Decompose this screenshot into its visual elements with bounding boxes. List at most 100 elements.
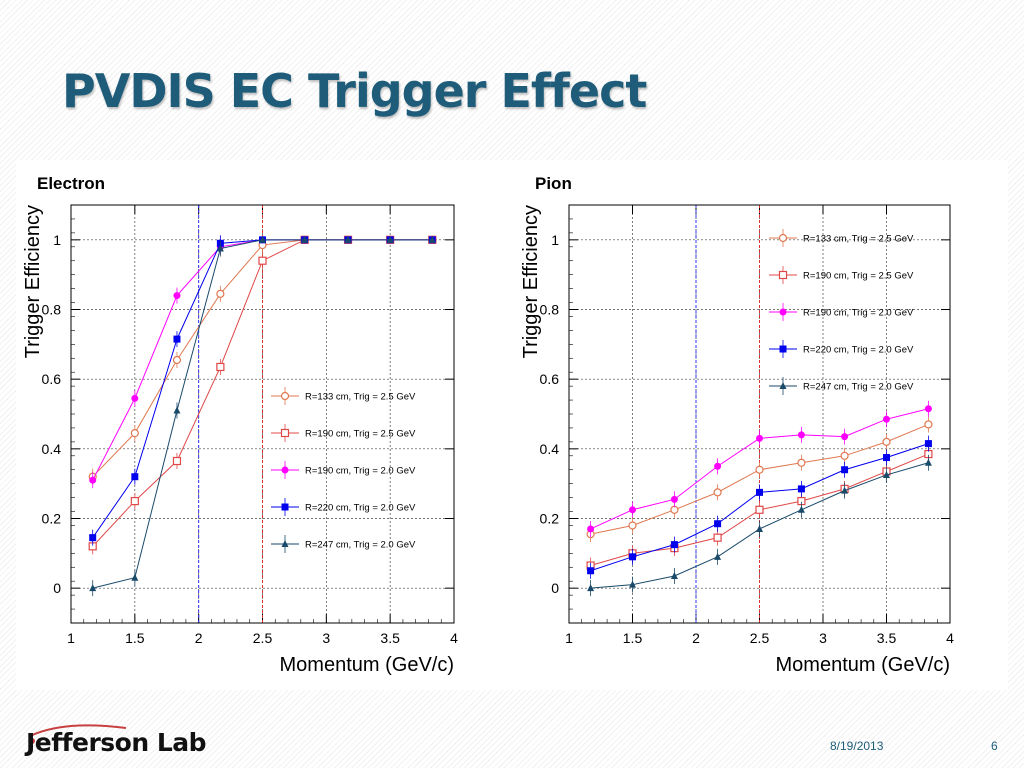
chart0-data-point	[172, 456, 182, 466]
chart0-ytick-label: 1	[53, 232, 61, 248]
chart0-data-point	[131, 573, 139, 581]
chart0-data-point	[172, 355, 182, 365]
chart1-data-point	[713, 488, 722, 497]
chart1-data-point	[755, 465, 764, 474]
chart0-ytick-label: 0.2	[42, 511, 62, 527]
chart1-data-point	[714, 552, 722, 560]
chart1-data-point	[756, 488, 763, 496]
chart1-xtick-label: 2.5	[750, 630, 770, 646]
chart0-data-point	[428, 235, 436, 243]
chart0-data-point	[131, 394, 139, 402]
chart0-title: Electron	[37, 174, 105, 193]
chart1-legend-label: R=220 cm, Trig = 2.0 GeV	[803, 345, 914, 356]
chart1-series-r-133-cm-trig-2-5-gev	[586, 416, 933, 543]
chart1-xtick-label: 3	[819, 630, 827, 646]
chart1-ytick-label: 0.4	[540, 441, 560, 457]
chart0-data-point	[89, 476, 97, 484]
chart1-xtick-label: 3.5	[877, 630, 897, 646]
chart1-legend-label: R=133 cm, Trig = 2.5 GeV	[803, 234, 914, 245]
chart0-xlabel: Momentum (GeV/c)	[280, 654, 454, 676]
jefferson-lab-logo: Jefferson Lab	[26, 728, 207, 757]
slide-title: PVDIS EC Trigger Effect	[62, 64, 647, 118]
chart0-xtick-label: 1	[67, 630, 75, 646]
chart0-data-point	[89, 534, 97, 542]
chart1-data-point	[841, 466, 849, 474]
chart1-xlabel: Momentum (GeV/c)	[776, 654, 950, 676]
chart0-data-point	[131, 473, 139, 481]
chart0-data-point	[173, 292, 181, 300]
chart1-data-point	[797, 505, 805, 513]
chart0-data-point	[173, 406, 181, 414]
chart0-legend-marker	[280, 428, 290, 438]
chart1-data-point	[924, 405, 932, 413]
chart1-data-point	[628, 521, 637, 530]
electron-chart: Electron 1 1.5 2 2.5 3 3.5 4 0 0.2 0.4 0.6 0.8 1 R=133…	[22, 174, 458, 676]
chart1-series-r-247-cm-trig-2-0-gev	[587, 454, 932, 597]
chart1-data-point	[756, 434, 763, 442]
chart1-data-point	[756, 524, 763, 532]
chart0-data-point	[258, 256, 267, 265]
chart1-xtick-label: 1.5	[623, 630, 643, 646]
chart1-ylabel: Trigger Efficiency	[520, 205, 542, 358]
chart1-data-point	[629, 580, 636, 588]
chart1-legend-label: R=190 cm, Trig = 2.5 GeV	[803, 271, 914, 282]
chart1-data-point	[587, 584, 595, 592]
chart1-data-point	[924, 440, 932, 448]
chart0-data-point	[173, 335, 181, 343]
chart1-legend-label: R=190 cm, Trig = 2.0 GeV	[803, 308, 914, 319]
chart1-series-r-220-cm-trig-2-0-gev	[587, 435, 932, 579]
chart1-legend-marker	[779, 382, 787, 389]
chart1-data-point	[841, 433, 849, 441]
chart1-legend-marker	[778, 270, 788, 280]
chart1-data-point	[587, 525, 595, 533]
chart0-data-point	[89, 584, 97, 592]
chart0-data-point	[216, 362, 225, 372]
slide-page-number: 6	[991, 739, 998, 753]
chart0-legend-label: R=133 cm, Trig = 2.5 GeV	[305, 392, 416, 403]
chart1-legend-label: R=247 cm, Trig = 2.0 GeV	[803, 382, 914, 393]
chart1-xtick-label: 1	[565, 630, 573, 646]
chart0-xtick-label: 1.5	[125, 630, 145, 646]
chart0-xtick-label: 3.5	[380, 630, 400, 646]
pion-plot: Pion 1 1.5 2 2.5 3 3.5 4 0 0.2 0.4 0.6 0.8 1 R=133 cm,…	[512, 160, 1008, 690]
chart1-legend: R=133 cm, Trig = 2.5 GeV R=190 cm, Trig =…	[769, 229, 914, 395]
chart1-data-point	[882, 437, 891, 446]
chart0-data-point	[344, 235, 352, 243]
chart0-data-point	[259, 235, 266, 243]
chart1-ytick-label: 0.2	[540, 511, 560, 527]
pion-chart: Pion 1 1.5 2 2.5 3 3.5 4 0 0.2 0.4 0.6 0.8 1 R=133 cm,…	[520, 174, 954, 676]
chart1-data-point	[587, 567, 595, 575]
chart0-ytick-label: 0	[53, 580, 61, 596]
chart0-legend-marker	[280, 391, 290, 401]
chart1-xtick-label: 4	[946, 630, 954, 646]
chart0-ylabel: Trigger Efficiency	[22, 205, 44, 358]
chart1-data-point	[629, 553, 636, 561]
chart1-legend-marker	[779, 308, 787, 316]
chart0-xtick-label: 2	[195, 630, 203, 646]
chart0-data-point	[301, 235, 309, 243]
chart0-legend-label: R=190 cm, Trig = 2.5 GeV	[305, 429, 416, 440]
chart0-data-point	[130, 496, 139, 506]
chart1-data-point	[797, 485, 805, 493]
chart0-xtick-label: 2.5	[253, 630, 273, 646]
chart1-data-point	[629, 506, 636, 514]
chart1-ytick-label: 0.6	[540, 371, 560, 387]
chart1-data-point	[670, 571, 678, 579]
chart1-ytick-label: 0.8	[540, 302, 560, 318]
chart1-data-point	[840, 451, 849, 460]
chart1-frame	[568, 204, 951, 624]
chart1-data-point	[670, 541, 678, 549]
chart1-xtick-label: 2	[692, 630, 700, 646]
chart1-data-point	[883, 470, 890, 478]
chart0-legend: R=133 cm, Trig = 2.5 GeV R=190 cm, Trig =…	[271, 387, 416, 553]
chart0-ytick-label: 0.4	[42, 441, 62, 457]
chart0-data-point	[216, 289, 225, 298]
chart0-data-point	[130, 429, 139, 438]
chart0-ytick-label: 0.6	[42, 371, 62, 387]
chart0-legend-label: R=220 cm, Trig = 2.0 GeV	[305, 503, 416, 514]
chart0-ytick-label: 0.8	[42, 302, 62, 318]
chart1-legend-marker	[778, 233, 788, 243]
chart1-ytick-label: 0	[551, 580, 559, 596]
chart1-data-point	[797, 458, 806, 467]
chart0-legend-marker	[281, 466, 289, 474]
